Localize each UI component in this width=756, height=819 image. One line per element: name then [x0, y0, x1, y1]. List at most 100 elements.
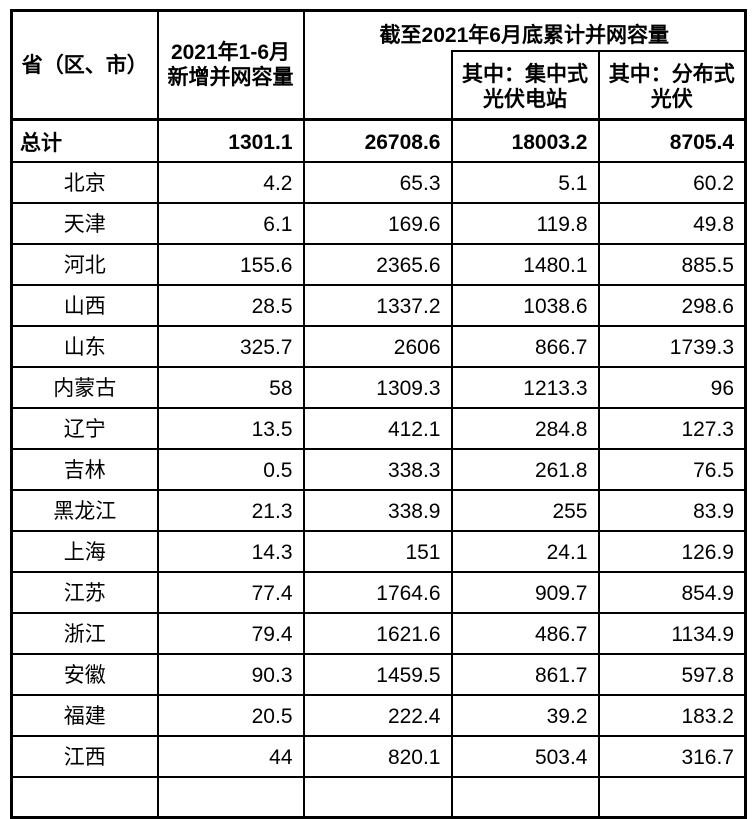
cell-province: 北京 — [10, 160, 159, 204]
cell-value: 222.4 — [302, 693, 453, 737]
cell-value: 597.8 — [597, 652, 747, 696]
cell-value: 325.7 — [156, 324, 305, 368]
cell-province: 内蒙古 — [10, 365, 159, 409]
cell-value: 885.5 — [597, 242, 747, 286]
header-row-sub: 其中：集中式 光伏电站 其中：分布式 光伏 — [12, 49, 747, 121]
cell-value: 866.7 — [450, 324, 600, 368]
cell-value: 127.3 — [597, 406, 747, 450]
cell-province: 安徽 — [10, 652, 159, 696]
cell-province: 福建 — [10, 693, 159, 737]
cell-value: 854.9 — [597, 570, 747, 614]
cell-value — [302, 775, 453, 819]
table-row: 河北 155.6 2365.6 1480.1 885.5 — [10, 242, 747, 286]
total-row: 总计 1301.1 26708.6 18003.2 8705.4 — [10, 118, 747, 163]
cell-value: 65.3 — [302, 160, 453, 204]
cell-value: 1764.6 — [302, 570, 453, 614]
header-distributed: 其中：分布式 光伏 — [597, 49, 747, 121]
table-row: 福建 20.5 222.4 39.2 183.2 — [10, 693, 747, 737]
cell-value: 1337.2 — [302, 283, 453, 327]
cell-value: 412.1 — [302, 406, 453, 450]
cell-value: 58 — [156, 365, 305, 409]
header-cumulative-group: 截至2021年6月底累计并网容量 — [302, 9, 747, 51]
header-province: 省（区、市） — [10, 9, 159, 121]
cell-value: 1213.3 — [450, 365, 600, 409]
cell-value: 338.9 — [302, 488, 453, 532]
cell-province: 河北 — [10, 242, 159, 286]
header-new-capacity: 2021年1-6月 新增并网容量 — [156, 9, 305, 121]
cell-value: 44 — [156, 734, 305, 778]
cell-value: 39.2 — [450, 693, 600, 737]
cell-province: 江西 — [10, 734, 159, 778]
table-row: 山西 28.5 1337.2 1038.6 298.6 — [10, 283, 747, 327]
cell-value: 60.2 — [597, 160, 747, 204]
cell-value: 1459.5 — [302, 652, 453, 696]
cell-value — [156, 775, 305, 819]
cell-value: 24.1 — [450, 529, 600, 573]
cell-province: 浙江 — [10, 611, 159, 655]
cell-province: 天津 — [10, 201, 159, 245]
header-row-top: 省（区、市） 2021年1-6月 新增并网容量 截至2021年6月底累计并网容量 — [10, 9, 747, 121]
table-row: 浙江 79.4 1621.6 486.7 1134.9 — [10, 611, 747, 655]
cell-province — [10, 775, 159, 819]
table-row: 山东 325.7 2606 866.7 1739.3 — [10, 324, 747, 368]
cell-value: 6.1 — [156, 201, 305, 245]
cell-value: 18003.2 — [450, 118, 600, 163]
cell-value: 1134.9 — [597, 611, 747, 655]
cell-value — [450, 775, 600, 819]
table-row: 黑龙江 21.3 338.9 255 83.9 — [10, 488, 747, 532]
cell-value: 76.5 — [597, 447, 747, 491]
table-row: 江苏 77.4 1764.6 909.7 854.9 — [10, 570, 747, 614]
cell-value: 316.7 — [597, 734, 747, 778]
cell-value: 8705.4 — [597, 118, 747, 163]
cell-value: 26708.6 — [302, 118, 453, 163]
cell-value: 169.6 — [302, 201, 453, 245]
cell-value: 183.2 — [597, 693, 747, 737]
table-row: 内蒙古 58 1309.3 1213.3 96 — [10, 365, 747, 409]
header-centralized: 其中：集中式 光伏电站 — [450, 49, 600, 121]
cell-value: 155.6 — [156, 242, 305, 286]
cell-province: 山东 — [10, 324, 159, 368]
cell-value: 90.3 — [156, 652, 305, 696]
table-row: 上海 14.3 151 24.1 126.9 — [10, 529, 747, 573]
cell-value: 2606 — [302, 324, 453, 368]
cell-value: 1038.6 — [450, 283, 600, 327]
cell-province: 山西 — [10, 283, 159, 327]
cell-value: 96 — [597, 365, 747, 409]
cell-value: 4.2 — [156, 160, 305, 204]
cell-value: 261.8 — [450, 447, 600, 491]
cell-value: 909.7 — [450, 570, 600, 614]
cell-value: 1739.3 — [597, 324, 747, 368]
cell-value: 21.3 — [156, 488, 305, 532]
table-row: 辽宁 13.5 412.1 284.8 127.3 — [10, 406, 747, 450]
cell-province: 黑龙江 — [10, 488, 159, 532]
cell-province: 上海 — [10, 529, 159, 573]
cell-value: 1621.6 — [302, 611, 453, 655]
table-header: 省（区、市） 2021年1-6月 新增并网容量 截至2021年6月底累计并网容量… — [10, 9, 747, 121]
cell-value: 2365.6 — [302, 242, 453, 286]
cell-value: 79.4 — [156, 611, 305, 655]
cell-value — [597, 775, 747, 819]
cell-value: 503.4 — [450, 734, 600, 778]
cell-value: 13.5 — [156, 406, 305, 450]
header-cumulative-total-blank — [302, 50, 453, 121]
table-row: 北京 4.2 65.3 5.1 60.2 — [10, 160, 747, 204]
cell-province: 吉林 — [10, 447, 159, 491]
cell-value: 126.9 — [597, 529, 747, 573]
cell-total-label: 总计 — [10, 118, 159, 163]
table-row: 江西 44 820.1 503.4 316.7 — [10, 734, 747, 778]
cell-value: 5.1 — [450, 160, 600, 204]
table-row-partial — [10, 775, 747, 819]
table-row: 吉林 0.5 338.3 261.8 76.5 — [10, 447, 747, 491]
cell-value: 0.5 — [156, 447, 305, 491]
cell-value: 28.5 — [156, 283, 305, 327]
cell-value: 151 — [302, 529, 453, 573]
cell-value: 338.3 — [302, 447, 453, 491]
cell-value: 119.8 — [450, 201, 600, 245]
cell-value: 486.7 — [450, 611, 600, 655]
cell-province: 江苏 — [10, 570, 159, 614]
table-body: 总计 1301.1 26708.6 18003.2 8705.4 北京 4.2 65… — [10, 118, 747, 778]
table-row: 安徽 90.3 1459.5 861.7 597.8 — [10, 652, 747, 696]
cell-province: 辽宁 — [10, 406, 159, 450]
pv-grid-capacity-table: 省（区、市） 2021年1-6月 新增并网容量 截至2021年6月底累计并网容量… — [10, 9, 747, 819]
cell-value: 1301.1 — [156, 118, 305, 163]
